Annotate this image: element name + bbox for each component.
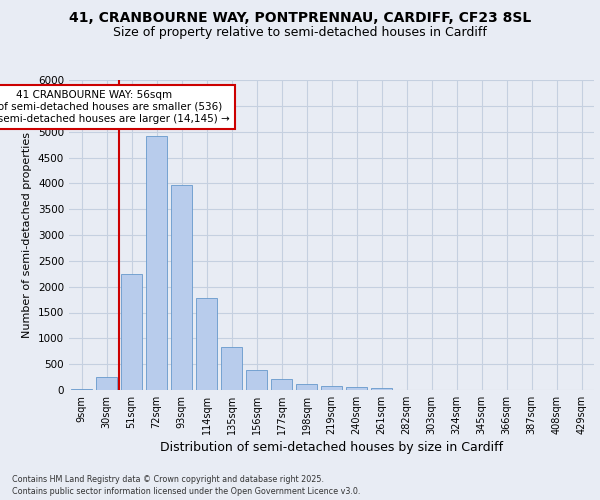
X-axis label: Distribution of semi-detached houses by size in Cardiff: Distribution of semi-detached houses by … xyxy=(160,441,503,454)
Bar xyxy=(246,370,267,390)
Y-axis label: Number of semi-detached properties: Number of semi-detached properties xyxy=(22,132,32,338)
Bar xyxy=(296,384,317,390)
Text: Contains public sector information licensed under the Open Government Licence v3: Contains public sector information licen… xyxy=(12,487,361,496)
Bar xyxy=(121,274,142,390)
Bar xyxy=(271,379,292,390)
Bar xyxy=(371,388,392,390)
Bar xyxy=(196,298,217,390)
Text: 41 CRANBOURNE WAY: 56sqm
← 4% of semi-detached houses are smaller (536)
96% of s: 41 CRANBOURNE WAY: 56sqm ← 4% of semi-de… xyxy=(0,90,230,124)
Bar xyxy=(321,386,342,390)
Bar xyxy=(146,136,167,390)
Bar xyxy=(171,186,192,390)
Bar xyxy=(71,388,92,390)
Text: 41, CRANBOURNE WAY, PONTPRENNAU, CARDIFF, CF23 8SL: 41, CRANBOURNE WAY, PONTPRENNAU, CARDIFF… xyxy=(69,11,531,25)
Bar xyxy=(221,346,242,390)
Bar xyxy=(346,387,367,390)
Bar xyxy=(96,376,117,390)
Text: Contains HM Land Registry data © Crown copyright and database right 2025.: Contains HM Land Registry data © Crown c… xyxy=(12,475,324,484)
Text: Size of property relative to semi-detached houses in Cardiff: Size of property relative to semi-detach… xyxy=(113,26,487,39)
